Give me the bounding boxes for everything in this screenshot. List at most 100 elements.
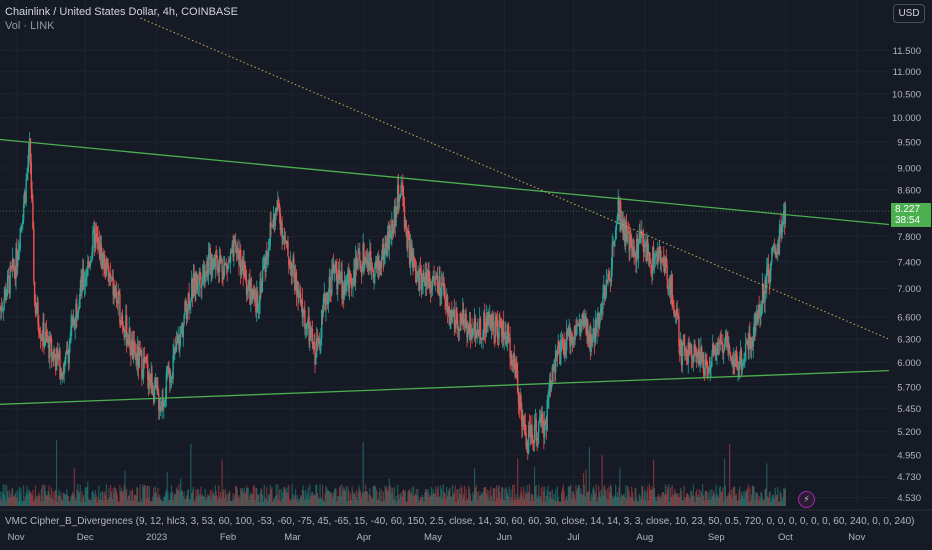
volume-bar (616, 491, 618, 506)
volume-bar (390, 487, 392, 506)
volume-bar (542, 486, 544, 506)
candle-body (560, 339, 562, 365)
x-tick-label: Mar (284, 532, 300, 543)
volume-bar (82, 498, 84, 506)
currency-button[interactable]: USD (893, 4, 925, 23)
volume-bar (202, 496, 205, 506)
candle-body (38, 333, 41, 336)
candle-body (273, 213, 276, 226)
candle-body (190, 278, 193, 301)
volume-bar (513, 484, 515, 506)
candle-body (17, 249, 20, 259)
candle-body (197, 285, 200, 287)
volume-bar (606, 488, 608, 506)
volume-bar (178, 484, 180, 506)
volume-bar (600, 489, 602, 506)
candle-body (16, 248, 18, 267)
candle-body (178, 335, 180, 350)
candle-body (241, 259, 244, 270)
volume-bar (265, 498, 267, 506)
candle-body (224, 263, 227, 265)
indicator-legend[interactable]: VMC Cipher_B_Divergences (9, 12, hlc3, 3… (5, 516, 915, 527)
volume-bar (484, 487, 486, 506)
volume-bar (715, 485, 717, 506)
volume-bar (7, 497, 10, 506)
volume-bar (603, 486, 605, 506)
candle-body (399, 195, 401, 199)
candle-body (93, 228, 96, 248)
candle-body (592, 327, 595, 337)
candle-body (549, 379, 552, 391)
volume-bar (602, 495, 604, 506)
x-tick-label: Sep (708, 532, 725, 543)
candle-body (684, 345, 686, 351)
candle-body (96, 234, 98, 238)
candle-body (357, 252, 359, 267)
candle-body (18, 248, 21, 250)
candle-body (714, 345, 716, 356)
volume-bar (516, 499, 518, 506)
candle-body (169, 378, 172, 383)
volume-bar (375, 487, 377, 506)
candle-body (769, 270, 771, 284)
candle-body (336, 268, 338, 290)
volume-label[interactable]: Vol · LINK (5, 20, 55, 32)
volume-bar (79, 484, 81, 506)
volume-bar (543, 491, 545, 506)
candle-body (248, 279, 250, 285)
volume-bar (479, 495, 482, 506)
symbol-title[interactable]: Chainlink / United States Dollar, 4h, CO… (5, 6, 238, 18)
volume-bar (504, 500, 506, 506)
volume-bar (55, 489, 57, 506)
candle-body (290, 262, 293, 276)
candle-body (657, 251, 660, 254)
candle-body (448, 306, 450, 325)
candle-body (28, 147, 30, 166)
candle-body (8, 276, 10, 294)
volume-bar (747, 484, 749, 506)
volume-bar (49, 494, 51, 506)
candle-body (439, 276, 441, 298)
volume-bar (609, 484, 612, 506)
candle-body (447, 306, 450, 313)
candle-body (739, 349, 742, 357)
y-tick-label: 5.200 (897, 427, 921, 438)
candle-body (593, 327, 596, 343)
volume-bar (98, 485, 100, 506)
candle-body (155, 378, 157, 388)
candle-body (265, 251, 267, 272)
candle-body (616, 215, 619, 224)
volume-bar (484, 487, 487, 506)
candle-body (446, 295, 449, 313)
candle-body (177, 335, 179, 343)
lightning-bolt-icon[interactable]: ⚡ (798, 491, 815, 508)
volume-bar (229, 490, 231, 506)
candle-body (243, 261, 245, 275)
candle-body (198, 271, 200, 286)
volume-bar (286, 487, 288, 506)
volume-bar (175, 493, 177, 506)
candle-body (19, 228, 21, 249)
volume-bar (339, 485, 341, 506)
volume-bar (174, 494, 176, 506)
candle-body (685, 349, 688, 358)
volume-bar (165, 489, 167, 506)
volume-bar (468, 488, 471, 506)
candle-body (274, 211, 276, 226)
candle-body (413, 258, 416, 266)
candle-body (614, 230, 617, 241)
y-tick-label: 6.600 (897, 312, 921, 323)
candle-body (150, 372, 152, 384)
candle-body (48, 337, 50, 359)
candle-body (516, 371, 519, 392)
volume-bar (674, 488, 676, 506)
volume-bar (758, 495, 760, 506)
candle-body (370, 266, 373, 269)
volume-bar (273, 499, 276, 506)
volume-bar (355, 489, 357, 506)
volume-bar (283, 487, 285, 506)
candle-body (641, 231, 643, 236)
volume-bar (253, 485, 255, 506)
volume-bar (565, 498, 567, 506)
